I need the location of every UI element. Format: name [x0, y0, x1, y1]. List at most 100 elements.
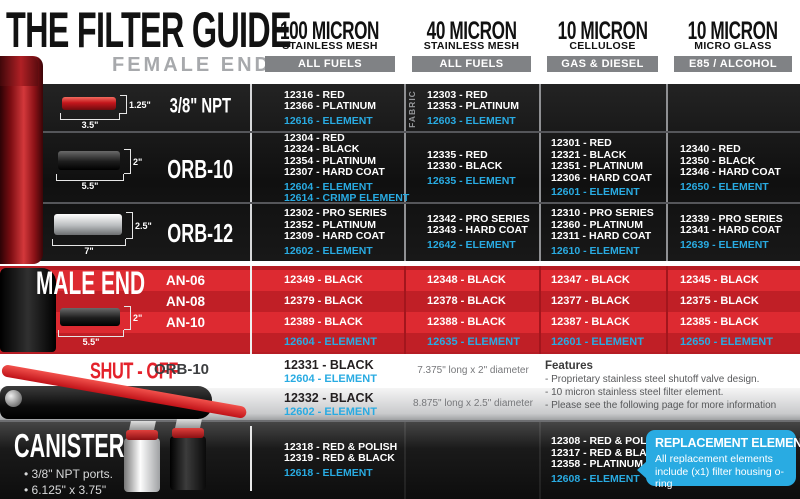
element-part-numbers: 12635 - ELEMENT [427, 174, 516, 187]
media-type: STAINLESS MESH [423, 40, 520, 52]
fuel-badge: ALL FUELS [412, 56, 531, 72]
dim-width-label: 5.5" [81, 181, 99, 191]
dim-height-label: 2.5" [135, 220, 152, 231]
part-number: 12389 - BLACK [284, 316, 363, 328]
part-number: 12378 - BLACK [427, 295, 506, 307]
row-divider [0, 202, 800, 204]
features-title: Features [545, 360, 593, 372]
column-divider [250, 426, 252, 491]
page-title: THE FILTER GUIDE [6, 0, 402, 59]
table-cell: 12308 - RED & POLISH 12317 - RED & BLACK… [551, 422, 664, 499]
element-part-number: 12604 - ELEMENT [284, 373, 377, 385]
part-number: 12347 - BLACK [551, 274, 630, 286]
fitting-label-orb10: ORB-10 [154, 361, 210, 378]
element-part-number: 12601 - ELEMENT [551, 336, 644, 348]
dimension-bracket: 2" [124, 149, 142, 174]
shutoff-heading: SHUT - OFF [90, 358, 179, 385]
part-number: 12387 - BLACK [551, 316, 630, 328]
column-divider [539, 84, 541, 261]
fitting-label: 3/8" NPT [169, 94, 231, 119]
filter-photo-orb10: 2" 5.5" [56, 147, 152, 191]
header: THE FILTER GUIDE FEMALE END 100 MICRON S… [0, 0, 800, 84]
fitting-label: ORB-12 [167, 218, 233, 248]
table-cell: 12335 - RED 12330 - BLACK 12635 - ELEMEN… [427, 133, 516, 204]
table-cell: 12342 - PRO SERIES 12343 - HARD COAT 126… [427, 204, 530, 261]
media-type: MICRO GLASS [694, 40, 772, 52]
media-type: CELLULOSE [569, 40, 636, 52]
table-row-an10-stripe [0, 312, 800, 333]
size-note: 7.375" long x 2" diameter [417, 365, 529, 376]
filter-cylinder [54, 214, 122, 235]
table-row-an08-stripe [0, 291, 800, 312]
fitting-label: ORB-10 [167, 154, 233, 184]
female-end-heading: FEMALE END [112, 54, 272, 76]
product-photo-red-filter [0, 56, 43, 264]
product-photo-canister-silver [124, 430, 160, 492]
part-number: 12388 - BLACK [427, 316, 506, 328]
table-cell: 12304 - RED 12324 - BLACK 12354 - PLATIN… [284, 131, 410, 204]
dimension-bracket: 2" [124, 306, 142, 330]
fitting-label-an06: AN-06 [166, 273, 206, 288]
element-part-numbers: 12601 - ELEMENT [551, 186, 640, 199]
element-row-stripe [0, 333, 800, 352]
filter-photo-npt: 1.25" 3.5" [58, 92, 151, 130]
element-part-numbers: 12610 - ELEMENT [551, 244, 640, 257]
fuel-badge: ALL FUELS [264, 56, 396, 72]
product-photo-shutoff-hub [5, 390, 22, 407]
micron-rating: 10 MICRON [557, 16, 648, 45]
table-row-orb10: 2" 5.5" ORB-10 12304 - RED 12324 - BLACK… [0, 131, 800, 204]
shutoff-section: SHUT - OFF ORB-10 12331 - BLACK 12604 - … [0, 354, 800, 422]
table-row-orb12: 2.5" 7" ORB-12 12302 - PRO SERIES 12352 … [0, 204, 800, 261]
element-part-number: 12650 - ELEMENT [680, 336, 773, 348]
filter-photo-male: 2" 5.5" [58, 304, 154, 348]
micron-rating: 100 MICRON [280, 16, 380, 45]
product-photo-canister-black [170, 428, 206, 490]
part-number: 12379 - BLACK [284, 295, 363, 307]
column-divider [250, 266, 252, 354]
features-block: Features - Proprietary stainless steel s… [545, 359, 795, 412]
dim-height-label: 2" [133, 313, 143, 323]
element-part-numbers: 12604 - ELEMENT 12614 - CRIMP ELEMENT [284, 180, 410, 204]
column-header-10-micron-cellulose: 10 MICRON CELLULOSE GAS & DIESEL [539, 16, 666, 72]
part-numbers: 12304 - RED 12324 - BLACK 12354 - PLATIN… [284, 131, 385, 178]
fuel-badge: E85 / ALCOHOL [674, 56, 792, 72]
dimension-bracket: 1.25" [120, 95, 151, 114]
column-divider [404, 266, 406, 354]
element-part-numbers: 12618 - ELEMENT [284, 466, 373, 479]
fabric-note: FABRIC [407, 90, 418, 128]
dimension-bracket: 5.5" [58, 330, 124, 347]
table-cell: 12302 - PRO SERIES 12352 - PLATINUM 1230… [284, 204, 387, 261]
part-numbers: 12339 - PRO SERIES 12341 - HARD COAT [680, 212, 783, 237]
part-number: 12349 - BLACK [284, 274, 363, 286]
media-type: STAINLESS MESH [282, 40, 378, 52]
page-title-text: THE FILTER GUIDE [6, 0, 292, 59]
part-numbers: 12342 - PRO SERIES 12343 - HARD COAT [427, 212, 530, 237]
part-numbers: 12310 - PRO SERIES 12360 - PLATINUM 1231… [551, 207, 654, 242]
male-end-section: MALE END 2" 5.5" AN-06 AN-08 AN-10 12349… [0, 266, 800, 354]
dimension-bracket: 2.5" [126, 212, 152, 239]
part-numbers: 12308 - RED & POLISH 12317 - RED & BLACK… [551, 435, 665, 470]
column-header-10-micron-microglass: 10 MICRON MICRO GLASS E85 / ALCOHOL [666, 18, 800, 72]
table-cell: 12303 - RED 12353 - PLATINUM 12603 - ELE… [427, 84, 519, 133]
filter-photo-orb12: 2.5" 7" [52, 210, 152, 256]
column-divider [666, 84, 668, 261]
part-numbers: 12303 - RED 12353 - PLATINUM [427, 88, 519, 113]
element-part-number: 12602 - ELEMENT [284, 406, 377, 418]
fitting-label-an08: AN-08 [166, 294, 206, 309]
column-divider [539, 422, 541, 499]
canister-specs: • 3/8" NPT ports. • 6.125" x 3.75" [24, 467, 113, 497]
element-part-number: 12635 - ELEMENT [427, 336, 520, 348]
column-header-100-micron: 100 MICRON STAINLESS MESH ALL FUELS [256, 16, 404, 72]
filter-cylinder [62, 97, 116, 110]
part-number: 12332 - BLACK [284, 391, 374, 405]
part-number: 12345 - BLACK [680, 274, 759, 286]
column-header-40-micron: 40 MICRON STAINLESS MESH ALL FUELS [404, 18, 539, 72]
column-divider [404, 84, 406, 261]
element-part-numbers: 12608 - ELEMENT [551, 472, 640, 485]
dim-width-label: 3.5" [81, 120, 99, 130]
size-note: 8.875" long x 2.5" diameter [413, 398, 533, 409]
element-part-number: 12604 - ELEMENT [284, 336, 377, 348]
column-divider [404, 422, 406, 499]
table-cell: 12318 - RED & POLISH 12319 - RED & BLACK… [284, 422, 397, 499]
table-cell: 12301 - RED 12321 - BLACK 12351 - PLATIN… [551, 133, 652, 204]
